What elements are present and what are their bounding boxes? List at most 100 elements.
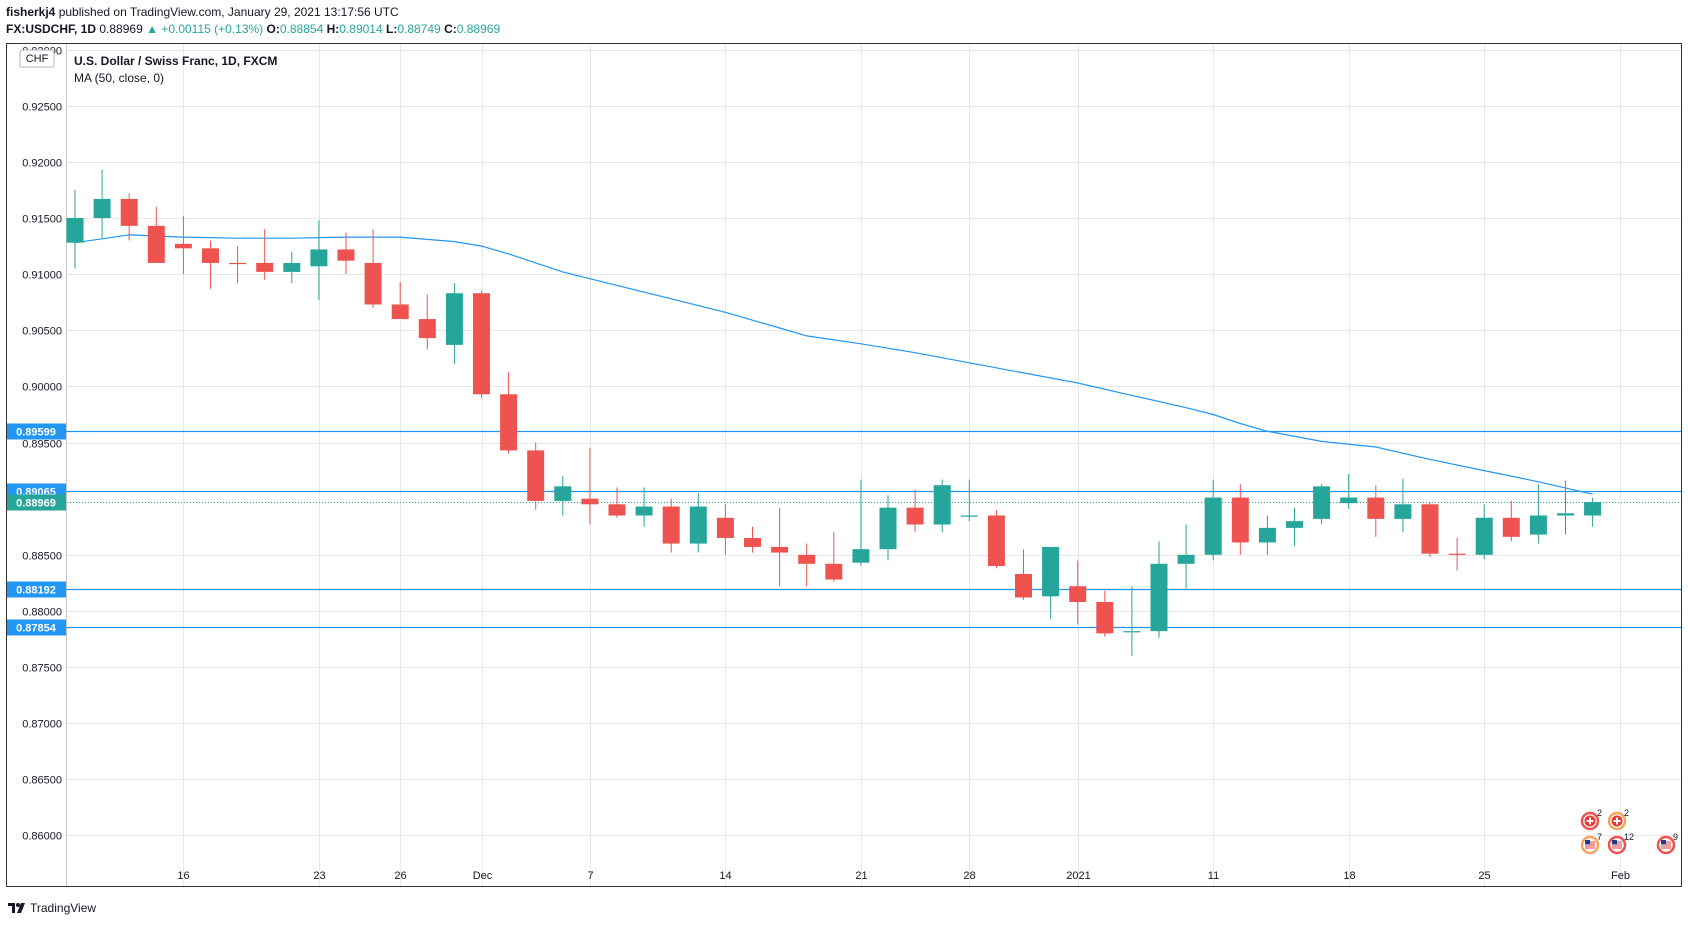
- candle[interactable]: [310, 220, 328, 300]
- candle[interactable]: [1015, 549, 1032, 600]
- candle-body: [229, 262, 247, 265]
- candle[interactable]: [66, 189, 84, 269]
- candle[interactable]: [933, 479, 951, 533]
- time-axis[interactable]: 16 23 26 Dec 7 14 21 28 2021 11 18 25 Feb: [177, 870, 1630, 882]
- price-axis[interactable]: 0.930000.925000.920000.915000.910000.905…: [7, 46, 66, 843]
- candle-body: [608, 504, 626, 516]
- currency-badge[interactable]: [19, 49, 55, 68]
- time-tick-label: 11: [1208, 870, 1219, 882]
- candle-body: [147, 225, 165, 263]
- candle-body: [1286, 521, 1303, 528]
- candle-body: [1069, 586, 1087, 602]
- candle-body: [662, 506, 680, 544]
- candle[interactable]: [1421, 502, 1439, 558]
- level-price-label: 0.88192: [16, 585, 56, 597]
- candle[interactable]: [1340, 473, 1358, 509]
- candle[interactable]: [93, 169, 111, 239]
- candle-body: [879, 507, 897, 550]
- candle[interactable]: [662, 498, 680, 553]
- us-event-icon[interactable]: 9: [1656, 832, 1678, 855]
- candle[interactable]: [1231, 484, 1249, 555]
- candle-body: [500, 394, 518, 451]
- candle[interactable]: [1042, 546, 1060, 619]
- candle-body: [1448, 553, 1466, 555]
- candle-body: [473, 293, 490, 395]
- time-tick-label: 14: [719, 870, 731, 882]
- ma-indicator-label[interactable]: MA (50, close, 0): [74, 71, 164, 85]
- us-event-icon[interactable]: 12: [1607, 832, 1634, 855]
- candle[interactable]: [1529, 484, 1547, 544]
- candle[interactable]: [1123, 586, 1141, 656]
- last-price: 0.88969: [99, 22, 143, 36]
- candle[interactable]: [229, 246, 247, 284]
- candle[interactable]: [202, 240, 219, 289]
- candle[interactable]: [906, 489, 924, 533]
- time-tick-label: 7: [587, 870, 593, 882]
- candle[interactable]: [879, 495, 897, 561]
- author-name[interactable]: fisherkj4: [6, 5, 56, 19]
- candle[interactable]: [960, 479, 978, 522]
- candle-body: [93, 198, 111, 219]
- candle[interactable]: [608, 487, 626, 518]
- candle[interactable]: [500, 371, 518, 454]
- candle[interactable]: [1367, 485, 1385, 537]
- candle[interactable]: [1448, 537, 1466, 571]
- candle[interactable]: [418, 294, 436, 350]
- candle[interactable]: [1502, 500, 1520, 542]
- chart-frame: [6, 43, 1682, 887]
- price-tick-label: 0.91000: [22, 270, 62, 282]
- candle-body: [689, 506, 707, 544]
- candle[interactable]: [1258, 515, 1276, 555]
- time-tick-label: Dec: [473, 870, 493, 882]
- candle[interactable]: [744, 526, 761, 553]
- candle[interactable]: [256, 229, 274, 280]
- candle[interactable]: [825, 532, 843, 582]
- horizontal-levels[interactable]: [7, 430, 1681, 629]
- candle[interactable]: [771, 507, 789, 587]
- candle[interactable]: [1204, 479, 1222, 561]
- candle[interactable]: [1069, 560, 1087, 625]
- economic-events[interactable]: 2 2 7 12 9: [1580, 808, 1678, 855]
- candle[interactable]: [1177, 524, 1195, 589]
- candle[interactable]: [798, 543, 816, 587]
- candle[interactable]: [987, 509, 1005, 569]
- candle[interactable]: [120, 193, 138, 241]
- candle[interactable]: [1394, 478, 1412, 533]
- candle[interactable]: [581, 448, 599, 525]
- us-event-icon[interactable]: 7: [1580, 832, 1602, 855]
- swiss-event-icon[interactable]: 2: [1607, 808, 1629, 831]
- candle[interactable]: [1557, 480, 1574, 535]
- candle[interactable]: [445, 283, 463, 364]
- candle[interactable]: [337, 232, 355, 275]
- candle[interactable]: [689, 493, 707, 553]
- candles[interactable]: [66, 169, 1602, 656]
- candle[interactable]: [716, 504, 734, 555]
- swiss-event-icon[interactable]: 2: [1580, 808, 1602, 831]
- candle[interactable]: [635, 487, 653, 527]
- candle[interactable]: [147, 206, 165, 263]
- price-tick-label: 0.86000: [22, 831, 62, 843]
- candle[interactable]: [364, 229, 382, 308]
- candle-body: [202, 248, 219, 263]
- candle[interactable]: [391, 282, 409, 320]
- candle[interactable]: [527, 442, 545, 510]
- tradingview-logo[interactable]: TradingView: [8, 901, 96, 915]
- event-count: 2: [1624, 808, 1629, 818]
- candle-body: [418, 319, 436, 339]
- candle[interactable]: [1584, 497, 1602, 527]
- candle[interactable]: [1286, 507, 1303, 546]
- candle[interactable]: [852, 479, 870, 567]
- candle[interactable]: [473, 290, 490, 398]
- ma50-line[interactable]: [74, 234, 1593, 495]
- candle[interactable]: [554, 476, 572, 516]
- candle[interactable]: [1313, 484, 1331, 525]
- candle[interactable]: [1150, 541, 1168, 638]
- candle-body: [906, 507, 924, 525]
- candle[interactable]: [1096, 590, 1114, 637]
- price-tick-label: 0.91500: [22, 214, 62, 226]
- level-price-tag: [7, 619, 66, 636]
- candle[interactable]: [283, 251, 301, 284]
- candle[interactable]: [174, 215, 192, 275]
- candle[interactable]: [1475, 504, 1493, 560]
